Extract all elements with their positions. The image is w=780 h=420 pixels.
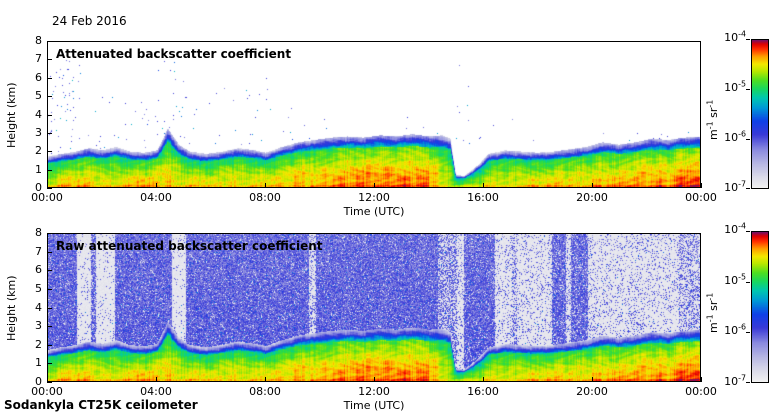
colorbar-gradient-0 (752, 40, 768, 188)
x-tick-label: 00:00 (685, 385, 717, 398)
x-tick (47, 183, 48, 188)
colorbar-tick-label: 10-4 (724, 221, 746, 236)
y-tick (47, 270, 52, 271)
x-tick-label: 16:00 (467, 385, 499, 398)
x-tick-label: 20:00 (576, 385, 608, 398)
y-tick-label: 6 (35, 71, 42, 84)
x-tick-label: 12:00 (358, 385, 390, 398)
colorbar-gradient-1 (752, 232, 768, 382)
colorbar-panel-1 (751, 231, 769, 383)
x-tick (592, 377, 593, 382)
x-tick-label: 04:00 (140, 385, 172, 398)
x-tick (483, 183, 484, 188)
y-tick (47, 170, 52, 171)
y-tick (47, 345, 52, 346)
y-tick (47, 233, 52, 234)
y-tick (47, 41, 52, 42)
y-tick (47, 252, 52, 253)
y-tick (47, 382, 52, 383)
y-tick-label: 3 (35, 126, 42, 139)
x-tick-label: 08:00 (249, 385, 281, 398)
colorbar-tick-label: 10-5 (724, 79, 746, 94)
figure-caption: Sodankyla CT25K ceilometer (4, 398, 198, 412)
colorbar-tick-label: 10-7 (724, 179, 746, 194)
y-tick (47, 188, 52, 189)
x-tick (265, 183, 266, 188)
date-label: 24 Feb 2016 (52, 14, 127, 28)
colorbar-unit-label-1: m-1 sr-1 (705, 292, 720, 333)
y-tick-label: 1 (35, 163, 42, 176)
x-tick-label: 08:00 (249, 191, 281, 204)
y-tick-label: 3 (35, 319, 42, 332)
x-tick-label: 12:00 (358, 191, 390, 204)
y-axis-title-0: Height (km) (5, 81, 18, 148)
colorbar-unit-label-0: m-1 sr-1 (705, 99, 720, 140)
y-tick (47, 96, 52, 97)
y-tick-label: 7 (35, 52, 42, 65)
y-tick-label: 4 (35, 108, 42, 121)
x-tick-label: 16:00 (467, 191, 499, 204)
x-tick-label: 00:00 (31, 385, 63, 398)
y-tick-label: 5 (35, 282, 42, 295)
colorbar-panel-0 (751, 39, 769, 189)
x-tick-label: 04:00 (140, 191, 172, 204)
x-tick (483, 377, 484, 382)
colorbar-tick-label: 10-4 (724, 29, 746, 44)
colorbar-tick (746, 89, 750, 90)
colorbar-tick (746, 139, 750, 140)
colorbar-tick-label: 10-6 (724, 322, 746, 337)
x-tick (156, 377, 157, 382)
y-tick (47, 363, 52, 364)
x-axis-title-1: Time (UTC) (343, 399, 405, 412)
x-tick (374, 377, 375, 382)
colorbar-tick (746, 282, 750, 283)
panel-attenuated-backscatter (47, 41, 701, 188)
y-tick-label: 0 (35, 181, 42, 194)
panel-raw-attenuated-backscatter (47, 233, 701, 382)
colorbar-tick-label: 10-6 (724, 129, 746, 144)
y-tick-label: 5 (35, 89, 42, 102)
y-tick (47, 78, 52, 79)
colorbar-tick (746, 332, 750, 333)
colorbar-tick (746, 382, 750, 383)
y-tick-label: 0 (35, 375, 42, 388)
x-tick-label: 00:00 (685, 191, 717, 204)
y-tick-label: 8 (35, 226, 42, 239)
y-tick-label: 6 (35, 263, 42, 276)
colorbar-tick (746, 231, 750, 232)
y-tick (47, 308, 52, 309)
y-tick-label: 1 (35, 356, 42, 369)
y-axis-title-1: Height (km) (5, 274, 18, 341)
heatmap-canvas-raw (48, 234, 700, 381)
x-tick (701, 183, 702, 188)
x-tick (47, 377, 48, 382)
y-tick (47, 289, 52, 290)
heatmap-canvas-attenuated (48, 42, 700, 187)
colorbar-tick-label: 10-7 (724, 373, 746, 388)
y-tick (47, 326, 52, 327)
x-tick (701, 377, 702, 382)
colorbar-tick-label: 10-5 (724, 272, 746, 287)
y-tick (47, 115, 52, 116)
x-tick (592, 183, 593, 188)
y-tick (47, 133, 52, 134)
y-tick (47, 59, 52, 60)
y-tick-label: 8 (35, 34, 42, 47)
x-tick (156, 183, 157, 188)
y-tick-label: 7 (35, 245, 42, 258)
x-axis-title-0: Time (UTC) (343, 205, 405, 218)
y-tick-label: 2 (35, 338, 42, 351)
y-tick-label: 2 (35, 144, 42, 157)
x-tick-label: 20:00 (576, 191, 608, 204)
y-tick (47, 151, 52, 152)
x-tick (374, 183, 375, 188)
x-tick (265, 377, 266, 382)
colorbar-tick (746, 188, 750, 189)
y-tick-label: 4 (35, 301, 42, 314)
colorbar-tick (746, 39, 750, 40)
x-tick-label: 00:00 (31, 191, 63, 204)
